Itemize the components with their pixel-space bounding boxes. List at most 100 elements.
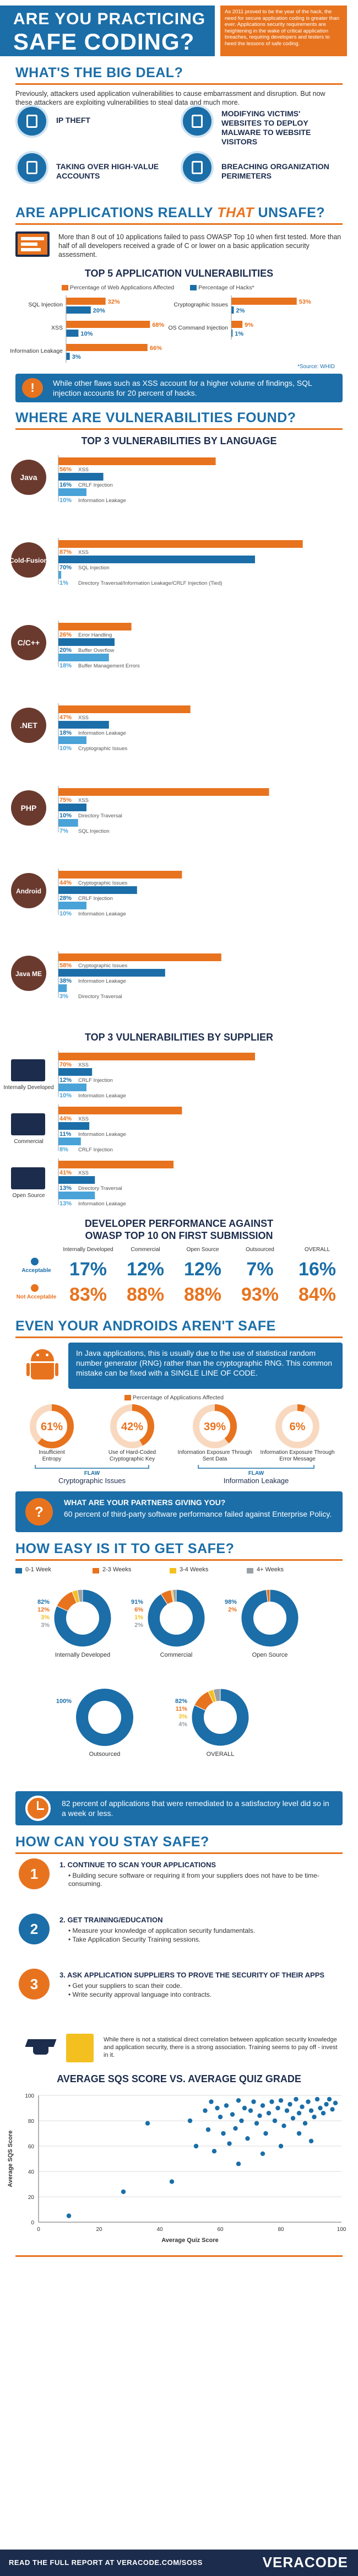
vuln-value: 87% <box>59 549 72 556</box>
scatter-point <box>278 2143 284 2149</box>
vuln-value: 58% <box>59 962 72 969</box>
perf-col-header: Outsourced <box>246 1247 274 1253</box>
scatter-point <box>257 2113 262 2118</box>
scatter-point <box>260 2151 265 2156</box>
quiz-callout: While there is not a statistical direct … <box>15 2031 343 2065</box>
step-heading: 2. GET TRAINING/EDUCATION <box>59 1916 163 1924</box>
vuln-value: 12% <box>59 1077 72 1084</box>
legend-apps-swatch <box>62 285 68 291</box>
unsafe-intro: More than 8 out of 10 applications faile… <box>15 230 343 261</box>
perf-title-1: DEVELOPER PERFORMANCE AGAINST <box>84 1218 274 1229</box>
check-icon <box>31 1258 39 1265</box>
scatter-point <box>263 2131 268 2136</box>
scatter-point <box>215 2105 220 2111</box>
supplier-title: TOP 3 VULNERABILITIES BY SUPPLIER <box>84 1032 274 1043</box>
legend-apps-label: Percentage of Web Applications Affected <box>69 284 175 291</box>
vuln-bar <box>58 871 182 879</box>
stopwatch-icon <box>25 1796 51 1821</box>
scatter-point <box>269 2099 274 2104</box>
vuln-value: 1% <box>59 580 68 586</box>
apps-bar <box>66 321 150 328</box>
partners-icon: ? <box>25 1498 53 1526</box>
scatter-point <box>318 2105 323 2111</box>
y-tick: 20 <box>28 2195 35 2201</box>
language-name: Java ME <box>15 970 42 978</box>
step-heading: 3. ASK APPLICATION SUPPLIERS TO PROVE TH… <box>59 1971 325 1979</box>
donut-name: Insufficient <box>39 1449 65 1456</box>
vuln-bar <box>58 886 137 894</box>
hacks-bar <box>66 306 91 314</box>
unsafe-title-emph: THAT <box>217 205 254 220</box>
easy-divider <box>15 1559 343 1561</box>
scatter-point <box>266 2111 272 2116</box>
top5-source: *Source: WHID <box>297 364 335 370</box>
vuln-value: 70% <box>59 1061 72 1068</box>
scatter-point <box>121 2189 126 2194</box>
vuln-bar <box>58 1161 174 1168</box>
vuln-bar <box>58 540 303 548</box>
not-acceptable-label: Not Acceptable <box>16 1294 57 1300</box>
vuln-bar <box>58 804 86 811</box>
pie-name: Internally Developed <box>55 1652 110 1658</box>
scatter-point <box>230 2112 235 2117</box>
header: ARE YOU PRACTICING SAFE CODING? As 2011 … <box>0 0 358 62</box>
language-icon <box>11 873 46 908</box>
vuln-name: CRLF Injection <box>78 482 113 488</box>
sql-callout-text: While other flaws such as XSS account fo… <box>53 379 312 397</box>
perf-not-acceptable: 88% <box>183 1284 222 1305</box>
scatter-point <box>233 2126 238 2131</box>
vuln-value: 38% <box>59 978 72 984</box>
android-callout: In Java applications, this is usually du… <box>15 1343 343 1389</box>
language-name: C/C++ <box>18 638 40 647</box>
where-divider <box>15 428 343 430</box>
language-name: .NET <box>20 721 37 730</box>
vuln-name: CRLF Injection <box>78 1077 113 1084</box>
pie-label: 12% <box>37 1607 50 1613</box>
language-icon <box>11 542 46 578</box>
icon-glyph <box>26 161 37 174</box>
footer: READ THE FULL REPORT AT VERACODE.COM/SOS… <box>0 2550 358 2576</box>
scatter-point <box>330 2107 335 2112</box>
big-deal-item-label: MODIFYING VICTIMS' WEBSITES TO DEPLOY MA… <box>221 109 311 146</box>
vuln-bar <box>58 473 104 481</box>
pie-name: Commercial <box>160 1652 193 1658</box>
vuln-name: XSS <box>78 467 89 473</box>
donut-value: 39% <box>204 1421 226 1433</box>
donut-value: 42% <box>121 1421 143 1433</box>
footer-link[interactable]: READ THE FULL REPORT AT VERACODE.COM/SOS… <box>9 2558 203 2567</box>
language-name: Android <box>16 887 41 895</box>
language-name: Java <box>20 473 37 482</box>
vuln-name: Information Leakage <box>78 498 126 504</box>
hacks-value: 2% <box>236 308 245 314</box>
donut-name-2: Entropy <box>42 1456 61 1462</box>
vuln-value: 10% <box>59 745 72 752</box>
flaw-word: FLAW <box>84 1470 100 1476</box>
vuln-value: 47% <box>59 714 72 721</box>
vuln-value: 26% <box>59 632 72 638</box>
vuln-value: 13% <box>59 1200 72 1207</box>
perf-not-acceptable: 93% <box>241 1284 279 1305</box>
top5-title: TOP 5 APPLICATION VULNERABILITIES <box>84 268 274 279</box>
scatter-point <box>300 2104 305 2109</box>
vuln-value: 8% <box>59 1146 68 1153</box>
supplier-name: Commercial <box>14 1139 43 1145</box>
x-tick: 40 <box>156 2227 163 2233</box>
unsafe-title: ARE APPLICATIONS REALLY THAT UNSAFE? <box>15 205 343 221</box>
perf-col-header: Commercial <box>131 1247 160 1253</box>
apps-bar <box>231 298 297 305</box>
vuln-value: 10% <box>59 497 72 504</box>
icon-glyph <box>192 161 203 174</box>
donut-arc <box>30 1404 74 1448</box>
pie-label: 100% <box>56 1698 72 1705</box>
pie-slice <box>147 1589 205 1647</box>
header-title-block: ARE YOU PRACTICING SAFE CODING? <box>0 6 215 56</box>
vuln-value: 70% <box>59 564 72 571</box>
x-tick: 0 <box>37 2227 40 2233</box>
perf-table: Acceptable Not Acceptable Internally Devel… <box>15 1247 343 1311</box>
pie-slice <box>191 1688 249 1747</box>
donut-name: Use of Hard-Coded <box>109 1449 156 1456</box>
donut-arc <box>193 1404 237 1448</box>
partners-title: WHAT ARE YOUR PARTNERS GIVING YOU? <box>64 1498 226 1507</box>
language-name: Cold-Fusion <box>9 557 48 564</box>
apps-value: 66% <box>150 345 162 352</box>
